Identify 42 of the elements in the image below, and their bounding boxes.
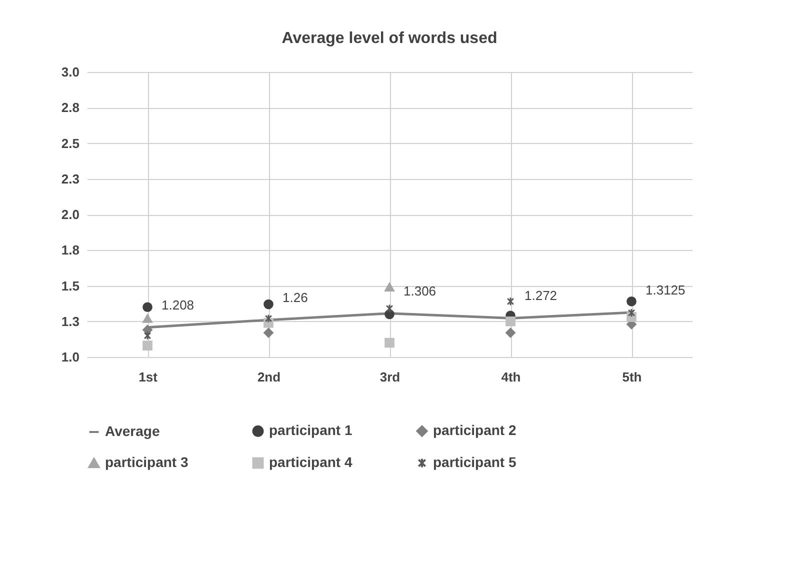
y-tick-label: 1.3 [61,314,80,329]
y-tick-label: 2.3 [61,171,80,186]
y-tick-label: 1.5 [61,278,80,294]
point [142,340,152,351]
legend-label: Average [105,423,160,439]
point [628,308,636,318]
point [626,296,636,306]
point [506,328,516,338]
y-tick-label: 3.0 [61,64,80,80]
point [142,314,152,323]
legend-label: participant 1 [269,422,352,438]
point [384,338,394,348]
legend-label: participant 5 [433,454,516,470]
chart-title: Average level of words used [282,30,498,47]
x-tick-label: 2nd [257,370,281,384]
x-tick-label: 3rd [380,370,400,384]
y-tick-label: 1.0 [61,350,80,364]
y-tick-label: 2.8 [61,100,80,116]
x-tick-label: 4th [501,370,521,384]
data-label: 1.26 [282,290,308,305]
y-tick-label: 2.5 [61,136,80,151]
data-label: 1.272 [524,288,558,304]
legend-label: participant 2 [433,422,516,438]
point [384,282,394,292]
data-label: 1.208 [162,297,194,312]
point [264,328,274,338]
legend-label: participant 4 [269,454,352,470]
point [506,296,514,306]
point [144,331,152,340]
legend-label: participant 3 [105,454,188,470]
data-label: 1.306 [404,283,436,298]
point [506,316,516,326]
x-tick-label: 1st [138,370,158,384]
data-label: 1.3125 [646,282,686,298]
x-tick-label: 5th [622,370,642,384]
point [142,324,152,335]
y-tick-label: 1.8 [61,242,80,258]
point [264,314,272,324]
point [142,302,152,312]
y-tick-label: 2.0 [61,207,80,222]
point [264,299,274,310]
point [386,304,394,314]
